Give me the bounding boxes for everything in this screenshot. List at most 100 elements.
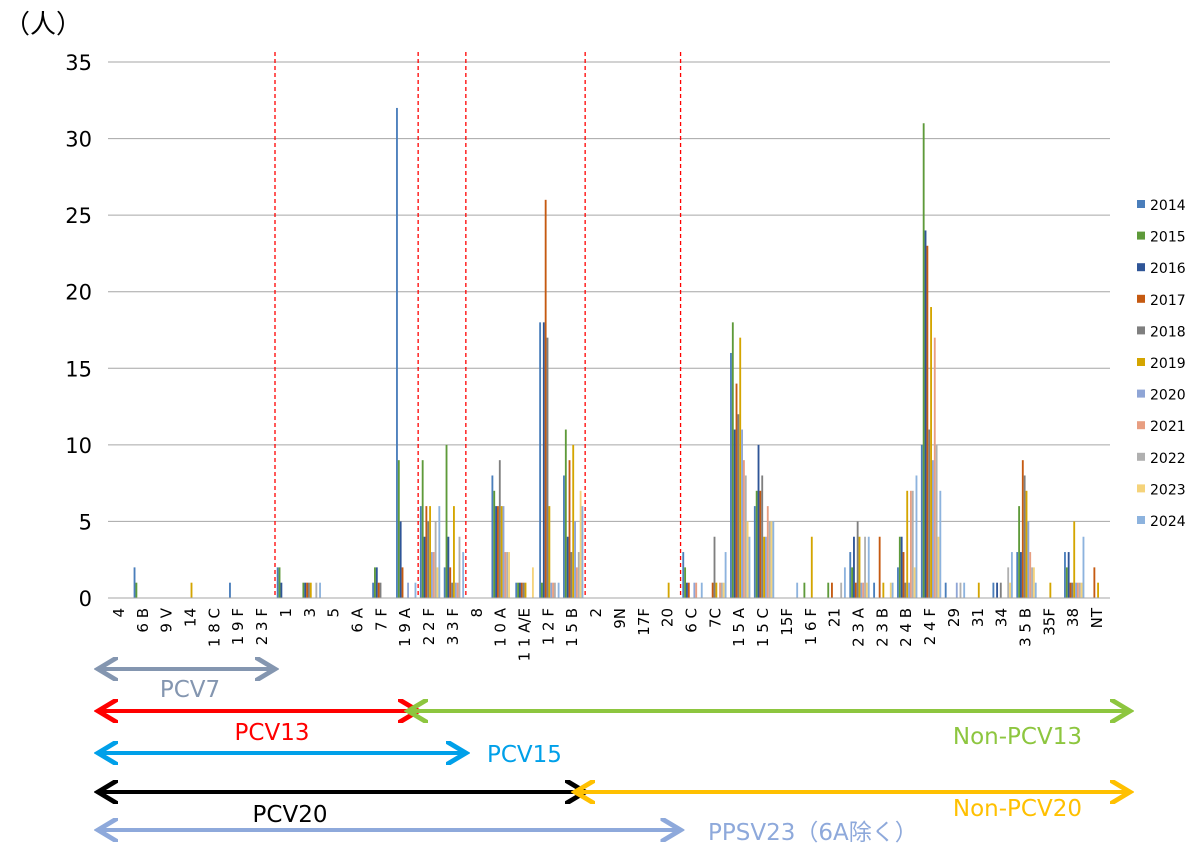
- bar: [977, 582, 980, 598]
- bar: [937, 536, 940, 598]
- bar: [713, 536, 716, 598]
- legend-swatch: [1137, 358, 1145, 366]
- bar: [733, 429, 736, 598]
- bar: [742, 460, 745, 598]
- legend-swatch: [1137, 326, 1145, 335]
- legend-entry: 2019: [1150, 356, 1186, 372]
- bar: [753, 506, 756, 598]
- bar: [851, 567, 854, 598]
- range-label: Non-PCV13: [953, 724, 1082, 750]
- legend-swatch: [1137, 294, 1145, 303]
- bar: [396, 107, 398, 598]
- bar: [744, 475, 747, 598]
- bar: [939, 490, 942, 598]
- gridlines: [108, 61, 1110, 522]
- bar: [682, 552, 685, 598]
- bar: [858, 536, 861, 598]
- bar: [502, 506, 505, 598]
- x-tick-label: 3 3 F: [444, 608, 462, 645]
- bar: [421, 460, 424, 598]
- bar: [552, 582, 554, 598]
- bar: [735, 383, 738, 598]
- bar: [423, 536, 426, 598]
- bar: [1007, 567, 1010, 598]
- bar: [796, 582, 799, 598]
- range-label: PCV7: [160, 677, 220, 703]
- bar: [493, 490, 496, 598]
- bar: [401, 567, 404, 598]
- x-tick-label: 1 2 F: [539, 608, 557, 645]
- x-tick-label: 4: [110, 608, 128, 618]
- bar: [397, 460, 400, 598]
- bar: [746, 521, 749, 598]
- bar: [720, 582, 723, 598]
- bar: [504, 552, 507, 598]
- bar: [443, 567, 446, 598]
- bar: [548, 506, 551, 598]
- y-unit-label: （人）: [4, 10, 83, 40]
- range-label: PCV13: [235, 720, 310, 746]
- bar: [517, 582, 520, 598]
- group-separators: [274, 52, 682, 598]
- bar: [897, 567, 899, 598]
- bar: [840, 582, 843, 598]
- bar: [878, 536, 881, 598]
- bar: [860, 582, 863, 598]
- bar: [429, 506, 431, 598]
- bar: [1082, 536, 1085, 598]
- bar: [926, 245, 929, 598]
- legend-entry: 2020: [1150, 388, 1186, 404]
- x-tick-label: 2: [587, 608, 605, 618]
- bar: [924, 230, 927, 598]
- bar: [928, 429, 931, 598]
- bar: [374, 567, 376, 598]
- bar: [999, 582, 1002, 598]
- bar: [827, 582, 830, 598]
- legend-swatch: [1137, 231, 1145, 240]
- legend-entry: 2014: [1150, 198, 1186, 214]
- bar: [761, 475, 764, 598]
- bar: [1010, 552, 1013, 598]
- bar: [438, 506, 441, 598]
- x-tick-label: 6 B: [134, 608, 152, 633]
- x-tick-label: 1: [277, 608, 295, 618]
- bar: [1093, 567, 1096, 598]
- bar: [572, 444, 575, 598]
- bar: [579, 490, 582, 598]
- bar: [309, 582, 312, 598]
- bar: [546, 337, 549, 598]
- bar: [900, 536, 903, 598]
- bar: [542, 322, 545, 598]
- bar: [902, 552, 905, 598]
- range-label: Non-PCV20: [953, 796, 1082, 822]
- bar: [491, 475, 494, 598]
- bar: [931, 460, 934, 598]
- x-tick-label: 2 2 F: [420, 608, 438, 645]
- bar: [308, 582, 310, 598]
- bar: [1016, 552, 1019, 598]
- bar: [803, 582, 806, 598]
- bar: [996, 582, 999, 598]
- bar: [959, 582, 962, 598]
- bar: [495, 506, 498, 598]
- bar: [695, 582, 698, 598]
- y-tick-label: 30: [65, 128, 92, 152]
- y-tick-label: 25: [65, 204, 92, 228]
- bar: [862, 582, 865, 598]
- bar: [375, 567, 378, 598]
- bar: [1020, 552, 1022, 598]
- legend-swatch: [1137, 452, 1145, 461]
- bar: [447, 536, 450, 598]
- bar: [498, 460, 501, 598]
- legend-entry: 2024: [1150, 514, 1186, 530]
- y-tick-label: 0: [79, 587, 92, 611]
- bar: [519, 582, 521, 598]
- bar: [711, 582, 714, 598]
- legend-swatch: [1137, 389, 1145, 398]
- bar: [1080, 582, 1083, 598]
- y-tick-label: 35: [65, 51, 92, 75]
- x-tick-label: 2 3 A: [850, 607, 868, 647]
- bar: [700, 582, 703, 598]
